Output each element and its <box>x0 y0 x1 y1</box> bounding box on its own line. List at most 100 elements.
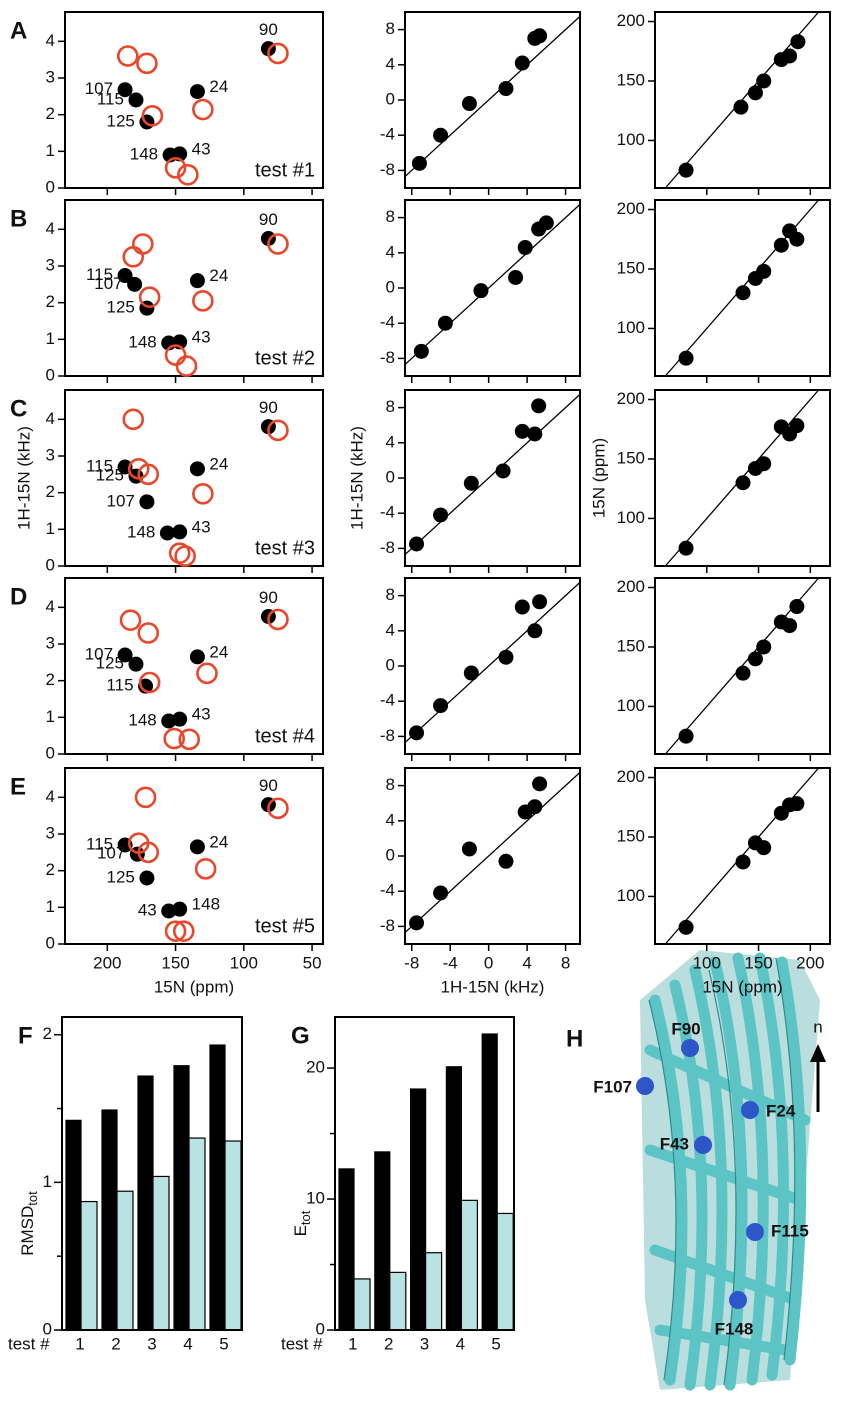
x-tick-label: 50 <box>303 953 322 972</box>
data-point <box>413 343 429 359</box>
data-point <box>514 599 530 615</box>
data-point <box>514 423 530 439</box>
data-point <box>495 463 511 479</box>
data-point <box>514 55 530 71</box>
data-point <box>177 164 199 186</box>
data-point <box>119 609 142 631</box>
y-tick-label: -4 <box>380 313 395 332</box>
data-point <box>139 870 155 886</box>
data-point <box>409 725 425 741</box>
data-point <box>411 155 427 171</box>
data-point <box>172 711 188 727</box>
data-point <box>433 507 449 523</box>
data-point <box>164 157 187 179</box>
point-label: 90 <box>259 20 278 39</box>
y-tick-label: -4 <box>380 881 395 900</box>
plot-frame <box>334 1016 515 1331</box>
y-tick-label: 2 <box>46 670 55 689</box>
y-tick-label: 4 <box>386 242 395 261</box>
y-tick-label: 1 <box>46 707 55 726</box>
y-tick-label: 100 <box>617 130 645 149</box>
bar <box>188 1137 206 1331</box>
annotation: test #3 <box>255 537 315 559</box>
data-point <box>192 290 214 312</box>
panel-letter: F <box>18 1022 33 1049</box>
data-point <box>773 237 789 253</box>
y-tick-label: 100 <box>617 696 645 715</box>
bar <box>209 1044 226 1331</box>
y-tick-label: 0 <box>46 933 55 952</box>
data-point <box>433 885 449 901</box>
x-tick-label: 5 <box>219 1334 228 1353</box>
data-point <box>789 796 805 812</box>
data-point <box>532 594 548 610</box>
point-label: 125 <box>107 867 135 886</box>
y-tick-label: 8 <box>386 585 395 604</box>
y-tick-label: 10 <box>306 1189 325 1208</box>
y-tick-label: 0 <box>386 89 395 108</box>
point-label: 107 <box>85 79 113 98</box>
y-tick-label: 100 <box>617 508 645 527</box>
bar <box>173 1065 190 1331</box>
bar <box>460 1199 478 1331</box>
arrow-head <box>810 1044 826 1062</box>
sphere <box>741 1101 759 1119</box>
y-tick-label: 2 <box>43 1024 52 1043</box>
panel-letter: H <box>566 1025 583 1052</box>
y-tick-label: 150 <box>617 258 645 277</box>
x-tick-label: 2 <box>111 1334 120 1353</box>
y-tick-label: 150 <box>617 826 645 845</box>
x-tick-label: 5 <box>491 1334 500 1353</box>
data-point <box>789 599 805 615</box>
identity-line <box>404 771 581 934</box>
beta-strands <box>644 952 811 1391</box>
data-point <box>128 656 144 672</box>
y-tick-label: 0 <box>46 365 55 384</box>
y-tick-label: 4 <box>46 597 55 616</box>
data-point <box>189 649 205 665</box>
point-label: 115 <box>86 834 113 853</box>
bar <box>425 1252 443 1331</box>
y-tick-label: 200 <box>617 389 645 408</box>
y-tick-label: -8 <box>380 160 395 179</box>
y-tick-label: 0 <box>46 177 55 196</box>
data-point <box>267 797 289 820</box>
data-point <box>735 854 751 870</box>
plot-frame <box>654 389 831 567</box>
y-tick-label: 0 <box>43 1319 52 1338</box>
y-tick-label: 8 <box>386 397 395 416</box>
x-tick-label: 4 <box>456 1334 465 1353</box>
y-tick-label: 150 <box>617 70 645 89</box>
point-label: 107 <box>107 491 135 510</box>
y-tick-label: 4 <box>386 810 395 829</box>
data-point <box>517 240 533 256</box>
data-point <box>189 461 205 477</box>
y-tick-label: 0 <box>386 467 395 486</box>
y-tick-label: 3 <box>46 255 55 274</box>
data-point <box>756 263 772 279</box>
plot-frame <box>61 1016 243 1331</box>
data-point <box>498 81 514 97</box>
bar <box>496 1212 514 1331</box>
y-axis-label: 1H-15N (kHz) <box>347 426 366 530</box>
data-point <box>409 915 425 931</box>
y-tick-label: -4 <box>380 503 395 522</box>
data-point <box>532 28 548 44</box>
y-tick-label: 8 <box>386 19 395 38</box>
strand-edges <box>648 957 796 1386</box>
data-point <box>267 419 289 442</box>
data-point <box>678 350 694 366</box>
bar <box>410 1088 427 1331</box>
data-point <box>137 841 160 864</box>
data-point <box>159 525 175 541</box>
data-point <box>194 858 217 880</box>
data-point <box>172 920 195 942</box>
x-tick-label: 200 <box>796 953 824 972</box>
y-axis-label: Etot <box>291 1210 313 1236</box>
data-point <box>128 92 144 108</box>
y-tick-label: 4 <box>46 31 55 50</box>
data-point <box>178 728 201 751</box>
plot-frame <box>404 199 581 377</box>
plot-frame <box>64 389 324 567</box>
y-tick-label: 1 <box>46 897 55 916</box>
